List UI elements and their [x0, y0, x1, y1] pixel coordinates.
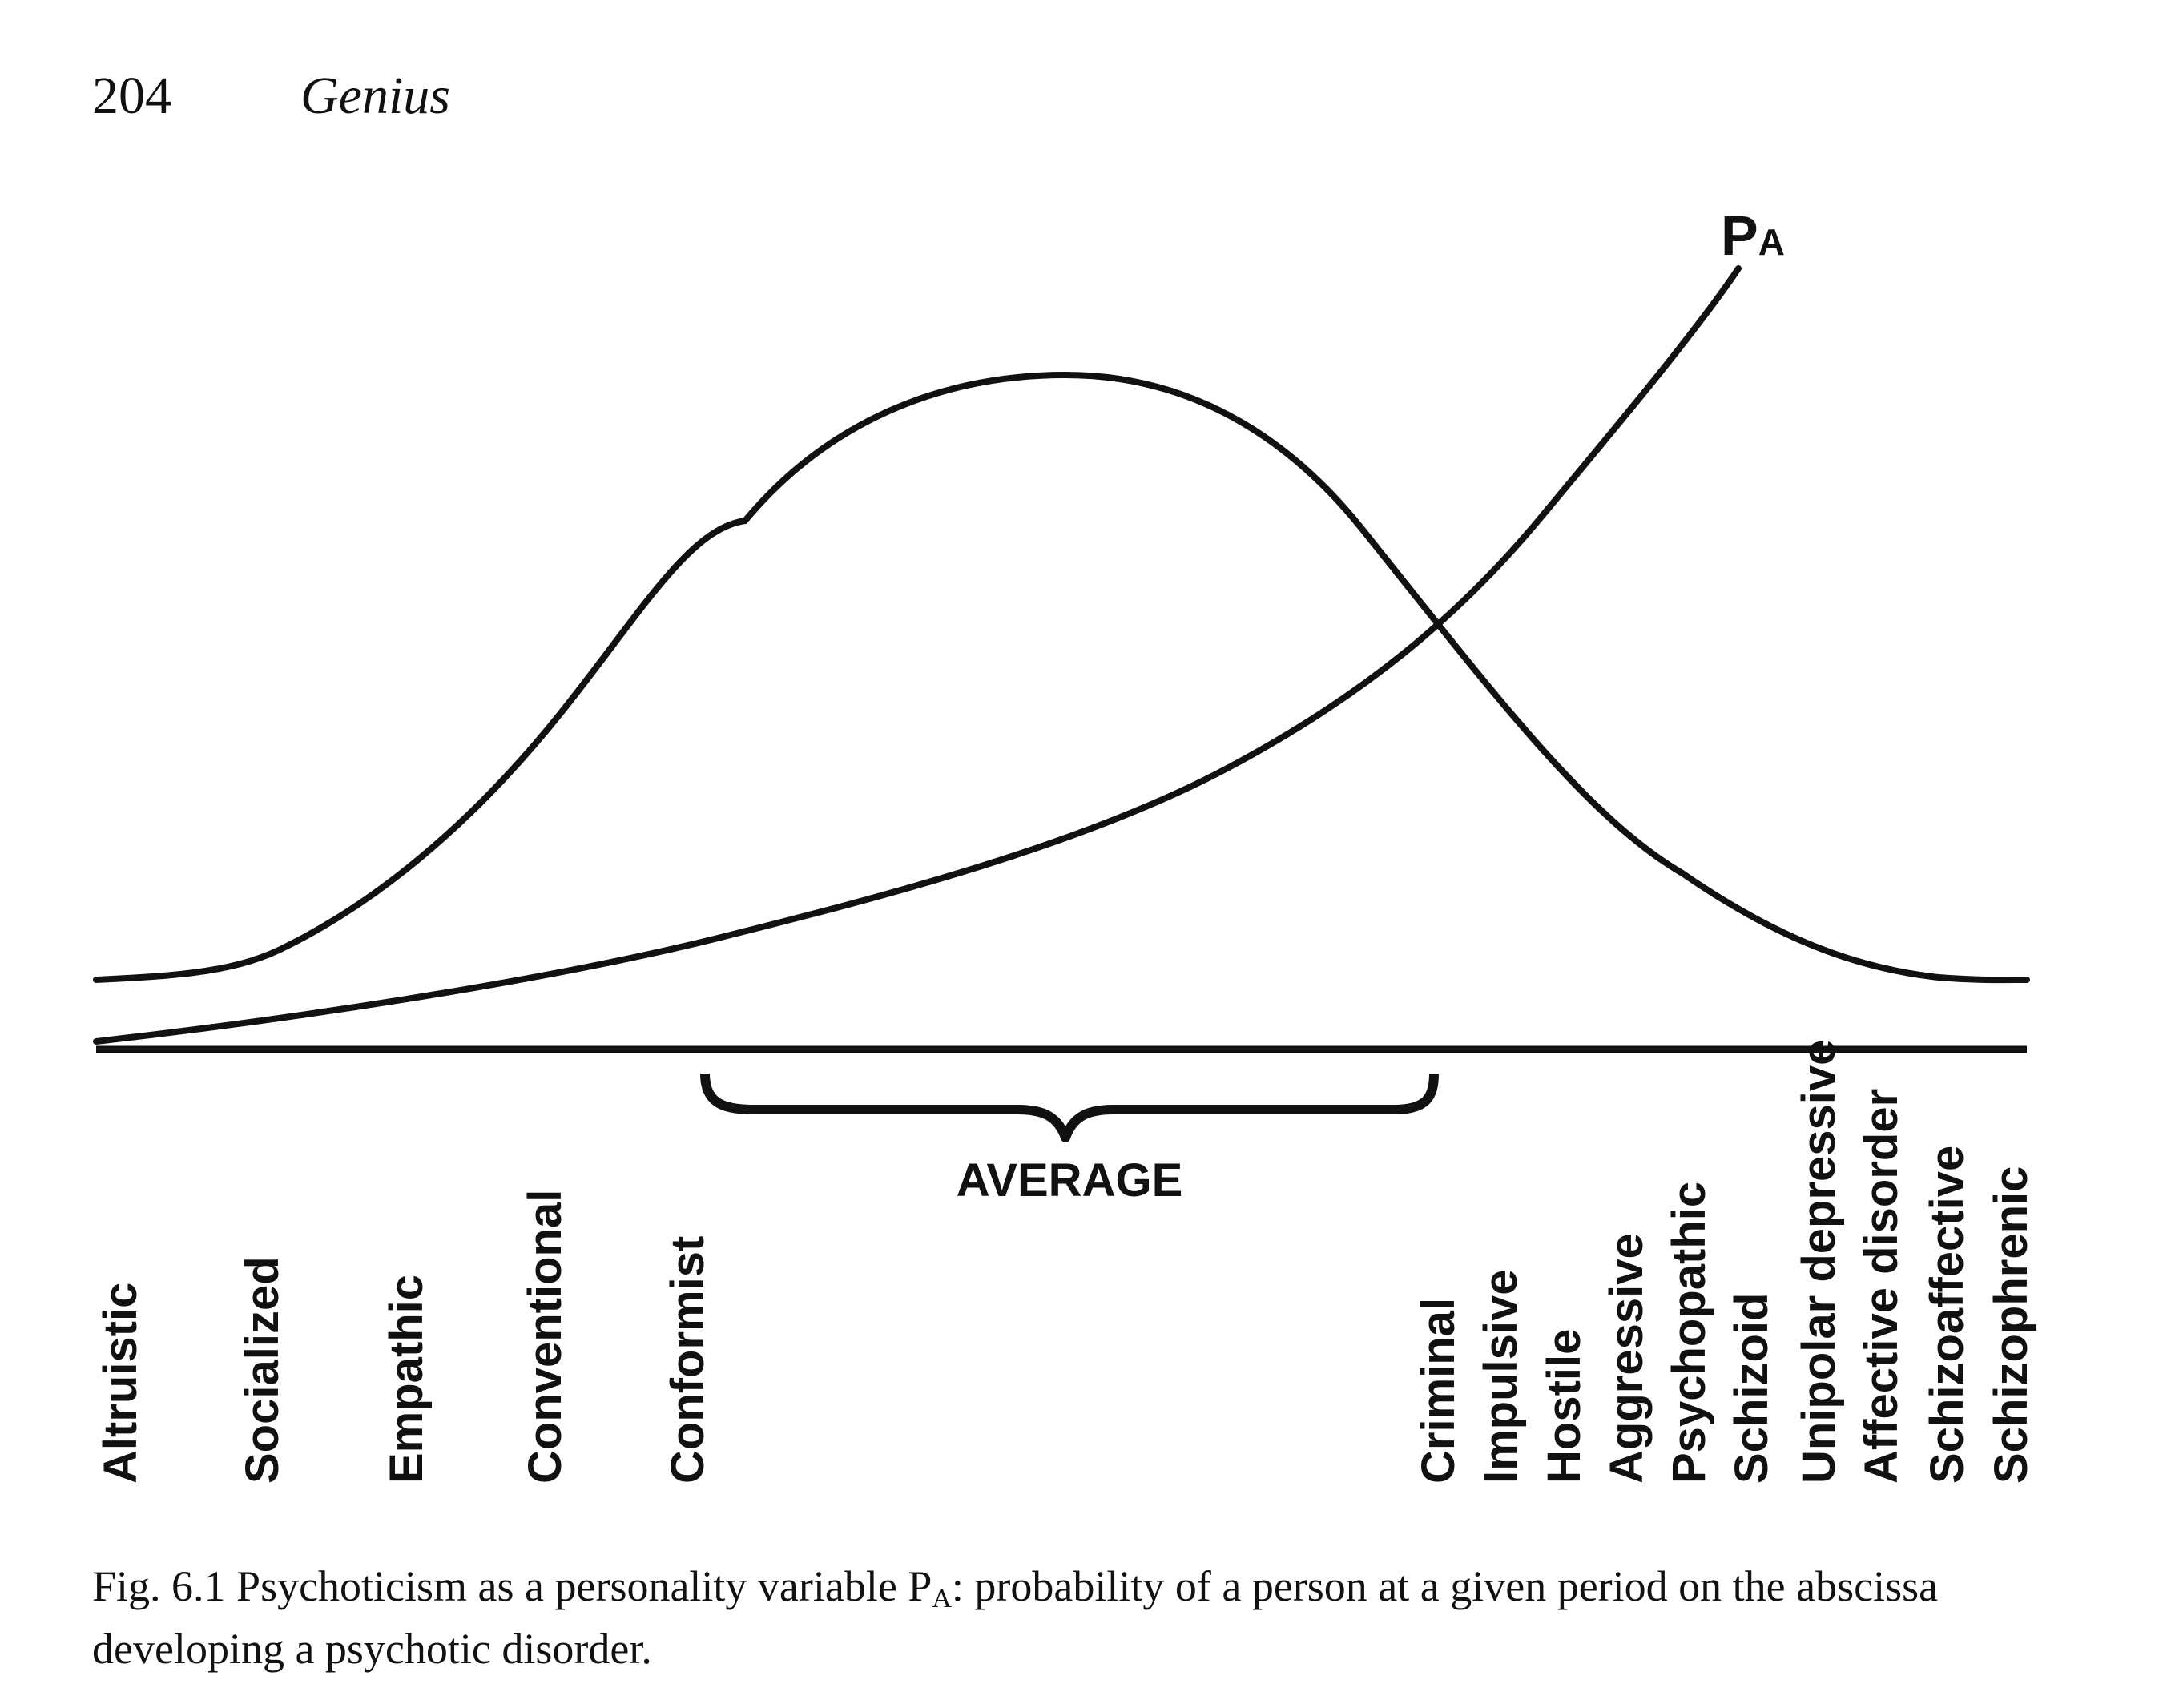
pa-label: PA: [1721, 204, 1785, 267]
page-number: 204: [92, 66, 171, 125]
average-brace: [700, 1073, 1439, 1142]
label-empathic: Empathic: [381, 1275, 433, 1484]
label-unipolar-depressive: Unipolar depressive: [1793, 1040, 1845, 1484]
running-head: 204 Genius: [92, 66, 450, 127]
left-labels: Altruistic Socialized Empathic Conventio…: [95, 1190, 714, 1484]
label-schizoaffective: Schizoaffective: [1921, 1146, 1973, 1484]
label-criminal: Criminal: [1412, 1298, 1464, 1484]
label-altruistic: Altruistic: [95, 1283, 147, 1484]
label-schizophrenic: Schizophrenic: [1985, 1166, 2037, 1484]
label-schizoid: Schizoid: [1726, 1293, 1778, 1484]
label-psychopathic: Psychopathic: [1663, 1182, 1715, 1484]
label-conformist: Conformist: [662, 1236, 714, 1484]
label-conventional: Conventional: [519, 1190, 571, 1484]
running-title: Genius: [300, 66, 450, 125]
caption-prefix: Fig. 6.1 Psychoticism as a personality v…: [92, 1562, 932, 1610]
caption-suffix: : probability of a person at a given per…: [92, 1562, 1939, 1673]
label-hostile: Hostile: [1538, 1329, 1590, 1484]
label-affective-disorder: Affective disorder: [1855, 1089, 1907, 1484]
right-labels: Criminal Impulsive Hostile Aggressive Ps…: [1412, 1040, 2037, 1484]
distribution-curve: [93, 371, 2030, 984]
label-impulsive: Impulsive: [1475, 1269, 1527, 1484]
label-socialized: Socialized: [236, 1256, 288, 1484]
label-aggressive: Aggressive: [1601, 1233, 1653, 1484]
caption-subscript: A: [932, 1584, 952, 1613]
pa-curve: [93, 265, 1742, 1045]
average-label: AVERAGE: [957, 1154, 1183, 1206]
figure-caption: Fig. 6.1 Psychoticism as a personality v…: [92, 1558, 2079, 1677]
